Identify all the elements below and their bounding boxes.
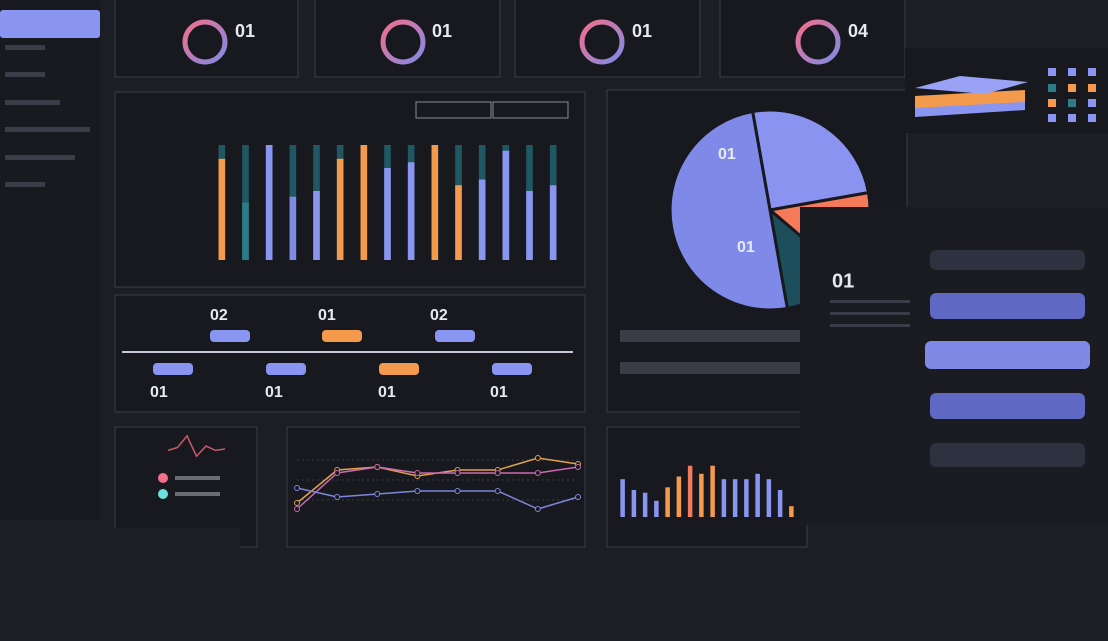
stat-value: 02 xyxy=(430,307,448,324)
stat-value: 02 xyxy=(210,307,228,324)
line-chart-background xyxy=(297,459,578,501)
line-marker xyxy=(494,470,501,476)
line xyxy=(296,487,579,510)
bar xyxy=(766,479,772,517)
bar xyxy=(789,506,794,517)
line-marker xyxy=(454,488,461,494)
bar xyxy=(218,158,226,260)
stat-badges xyxy=(153,330,532,375)
list-item-active[interactable] xyxy=(925,341,1090,369)
bar xyxy=(687,465,693,517)
pie-legend-rows xyxy=(620,330,800,374)
bar xyxy=(699,473,704,517)
bar xyxy=(289,196,297,260)
line-marker xyxy=(534,506,541,512)
bar xyxy=(455,185,462,260)
kpi-value: 01 xyxy=(632,21,652,41)
bar xyxy=(676,476,682,517)
bar xyxy=(732,479,738,517)
sidebar-active-item[interactable] xyxy=(0,10,100,38)
line-marker xyxy=(374,464,381,470)
bar xyxy=(431,145,439,260)
sidebar-items xyxy=(5,45,90,187)
list-item[interactable] xyxy=(930,443,1085,467)
mini-legend xyxy=(158,473,220,499)
stat-value: 01 xyxy=(378,384,396,401)
stat-value: 01 xyxy=(150,384,168,401)
floating-card xyxy=(905,48,1108,133)
bar xyxy=(384,168,391,260)
bar xyxy=(526,191,533,260)
line xyxy=(167,434,226,458)
pie-slice xyxy=(668,109,790,312)
line-marker xyxy=(414,488,421,494)
bar xyxy=(654,500,659,517)
stat-value: 01 xyxy=(265,384,283,401)
line-marker xyxy=(294,506,300,512)
overlay-text-lines xyxy=(830,300,910,327)
bar xyxy=(502,150,510,260)
sidebar xyxy=(0,0,100,520)
line-marker xyxy=(534,455,541,461)
line-marker xyxy=(534,470,541,476)
line-marker xyxy=(334,494,341,500)
bar xyxy=(665,487,670,517)
bar xyxy=(549,185,557,260)
dot-grid xyxy=(1048,68,1096,122)
kpi-rings xyxy=(182,19,841,65)
bar xyxy=(265,145,273,260)
bar xyxy=(710,465,715,517)
overlay-value: 01 xyxy=(832,270,854,292)
bar xyxy=(777,490,783,517)
bar xyxy=(336,158,344,260)
line-marker xyxy=(294,485,300,491)
line-marker xyxy=(575,494,581,500)
line xyxy=(296,466,579,510)
pie-slice xyxy=(750,108,871,212)
stat-value: 01 xyxy=(318,307,336,324)
line-marker xyxy=(374,491,381,497)
line-marker xyxy=(414,470,421,476)
floating-bars-card xyxy=(0,528,240,641)
layered-shape xyxy=(915,76,1028,117)
kpi-value: 01 xyxy=(235,21,255,41)
kpi-cards xyxy=(114,0,906,78)
line-marker xyxy=(494,488,501,494)
bar xyxy=(642,492,648,517)
list-item[interactable] xyxy=(930,293,1085,319)
line-marker xyxy=(454,470,461,476)
line-marker xyxy=(334,470,341,476)
bar xyxy=(242,202,249,260)
list-item[interactable] xyxy=(930,250,1085,270)
stat-value: 01 xyxy=(490,384,508,401)
toggle-buttons[interactable] xyxy=(415,101,569,119)
kpi-value: 01 xyxy=(432,21,452,41)
bar xyxy=(755,473,760,517)
bar xyxy=(744,479,749,517)
bar xyxy=(360,145,368,260)
bar xyxy=(313,191,320,260)
bar xyxy=(721,479,727,517)
pie-label: 01 xyxy=(737,239,755,256)
list-item[interactable] xyxy=(930,393,1085,419)
bar xyxy=(478,179,486,260)
bar xyxy=(407,162,415,260)
bar xyxy=(620,479,625,517)
kpi-value: 04 xyxy=(848,21,868,41)
bar xyxy=(631,490,637,517)
pie-label: 01 xyxy=(718,146,736,163)
line-marker xyxy=(294,500,300,506)
line-marker xyxy=(575,464,581,470)
